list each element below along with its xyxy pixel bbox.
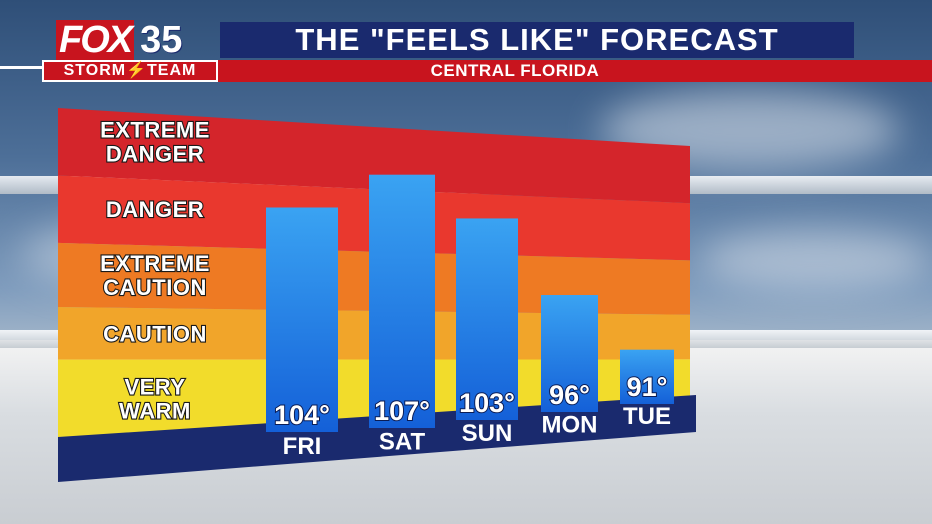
day-labels: FRI SAT SUN MON TUE	[283, 403, 671, 460]
header-accent-line	[0, 66, 42, 69]
heat-zone-label: DANGER	[106, 197, 204, 222]
value-label: 96°	[549, 380, 590, 410]
cloud-decoration	[700, 230, 930, 290]
heat-zone-label: CAUTION	[103, 275, 207, 300]
value-label: 104°	[274, 400, 330, 430]
logo-brand: FOX	[56, 20, 135, 60]
heat-zone-label: EXTREME	[100, 118, 210, 143]
day-label: SAT	[379, 429, 426, 456]
heat-zone-label: DANGER	[106, 142, 204, 167]
page-title: THE "FEELS LIKE" FORECAST	[295, 22, 779, 57]
bar-mon	[541, 295, 598, 412]
heat-zone-label: WARM	[119, 398, 191, 423]
logo-team: STORM⚡TEAM	[42, 60, 218, 82]
day-label: MON	[542, 412, 598, 439]
station-logo: FOX 35 STORM⚡TEAM	[42, 20, 218, 82]
bar-sun	[456, 218, 518, 420]
bars	[266, 174, 674, 432]
value-label: 103°	[459, 388, 515, 418]
bar-fri	[266, 207, 338, 432]
chart-base	[58, 395, 696, 482]
value-label: 107°	[374, 396, 430, 426]
subheader-bar: CENTRAL FLORIDA	[218, 60, 932, 82]
logo-number: 35	[140, 19, 183, 61]
day-label: SUN	[462, 420, 513, 447]
heat-zone-label: EXTREME	[100, 251, 210, 276]
chart-base-strip	[58, 395, 696, 482]
bar-tue	[620, 349, 674, 404]
heat-zone-label: VERY	[124, 374, 185, 399]
page-subtitle: CENTRAL FLORIDA	[430, 61, 600, 80]
day-label: TUE	[623, 403, 671, 430]
value-label: 91°	[627, 372, 668, 402]
heat-zone-band	[58, 108, 690, 204]
day-label: FRI	[283, 433, 322, 460]
heat-zone-label: CAUTION	[103, 321, 207, 346]
heat-zone-labels: EXTREMEDANGERDANGEREXTREMECAUTIONCAUTION…	[99, 117, 211, 425]
bar-sat	[369, 174, 435, 428]
header-bar: THE "FEELS LIKE" FORECAST	[220, 22, 854, 58]
value-labels: 104° 107° 103° 96° 91°	[273, 371, 668, 431]
